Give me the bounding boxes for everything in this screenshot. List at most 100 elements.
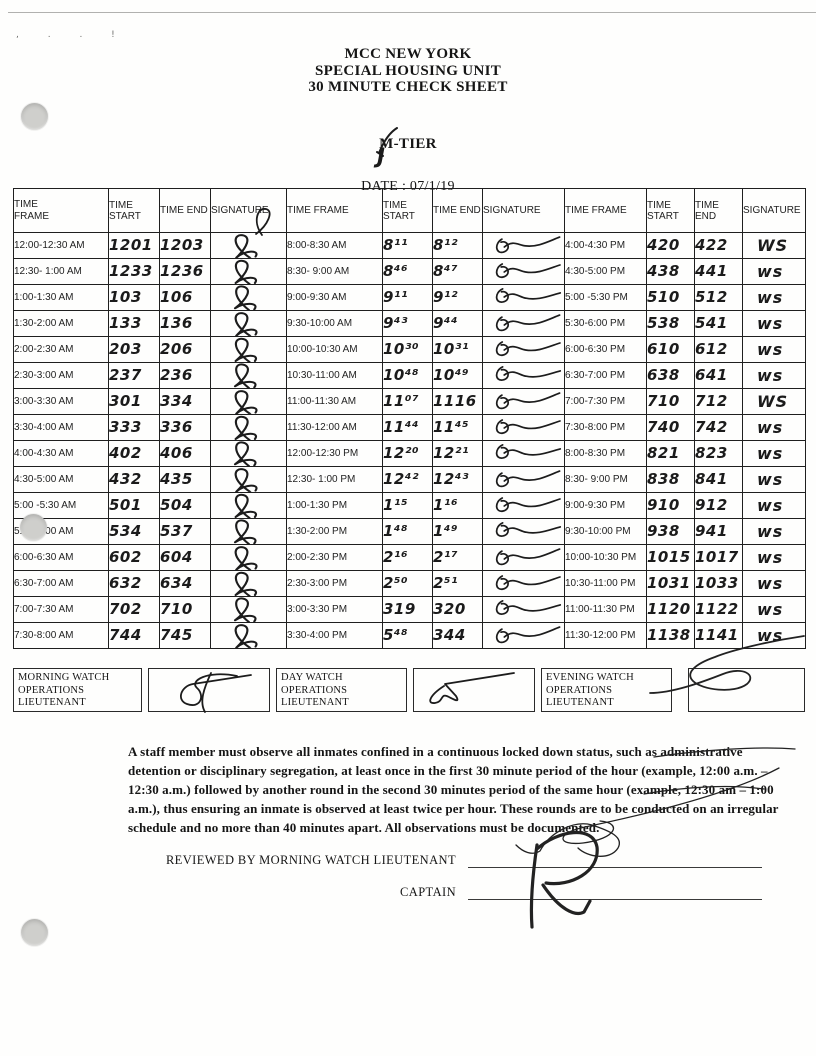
notice-paragraph: A staff member must observe all inmates … xyxy=(128,744,779,835)
time-end-value: 612 xyxy=(695,340,728,358)
time-frame-label: 3:30-4:00 AM xyxy=(14,422,74,433)
time-frame-label: 9:30-10:00 PM xyxy=(565,526,631,537)
hole-punch-bottom xyxy=(21,919,48,946)
evening-watch-label-box: EVENING WATCH OPERATIONS LIEUTENANT xyxy=(541,668,672,712)
table-row: 6:30-7:00 AM 632 634 2:30-3:00 PM 2⁵⁰ 2⁵¹ 10:3… xyxy=(13,570,806,597)
time-start-value: 1233 xyxy=(109,262,153,280)
table-row: 5:00 -5:30 AM 501 504 1:00-1:30 PM 1¹⁵ 1¹⁶ 9:0… xyxy=(13,492,806,519)
time-end-value: 1116 xyxy=(433,392,477,410)
time-start-value: 538 xyxy=(647,314,680,332)
time-frame-label: 12:30- 1:00 PM xyxy=(287,474,356,485)
col-header-time-end: TIME END xyxy=(695,199,719,222)
day-watch-signature-box xyxy=(413,668,535,712)
doc-title-line1: MCC NEW YORK xyxy=(344,46,472,62)
time-start-value: 610 xyxy=(647,340,680,358)
table-row: 12:30- 1:00 AM 1233 1236 8:30- 9:00 AM 8⁴⁶ 8⁴… xyxy=(13,258,806,285)
col-header-signature: SIGNATURE xyxy=(483,205,541,216)
time-end-value: 1017 xyxy=(695,548,739,566)
time-start-value: 5⁴⁸ xyxy=(383,626,409,644)
time-end-value: 320 xyxy=(433,600,466,618)
time-start-value: 12⁴² xyxy=(383,470,420,488)
morning-watch-label: MORNING WATCH OPERATIONS LIEUTENANT xyxy=(18,672,110,708)
check-sheet-table: TIME FRAME TIME START TIME END SIGNATURE… xyxy=(13,188,806,649)
time-start-value: 402 xyxy=(109,444,142,462)
time-frame-label: 5:00 -5:30 AM xyxy=(14,500,77,511)
handwritten-tier-correction: J xyxy=(377,143,385,168)
signature-scribble xyxy=(233,519,257,546)
time-frame-label: 7:30-8:00 AM xyxy=(14,630,74,641)
time-start-value: 9¹¹ xyxy=(383,288,409,306)
time-end-value: 1033 xyxy=(695,574,739,592)
time-end-value: 541 xyxy=(695,314,728,332)
time-end-value: 422 xyxy=(695,236,728,254)
signature-scribble xyxy=(495,392,561,410)
time-end-value: 512 xyxy=(695,288,728,306)
signature-scribble xyxy=(255,208,271,236)
signature-scribble xyxy=(495,263,561,279)
signature-scribble xyxy=(495,522,562,537)
time-start-value: 910 xyxy=(647,496,680,514)
time-frame-label: 1:00-1:30 PM xyxy=(287,500,348,511)
time-start-value: 1015 xyxy=(647,548,691,566)
signature-scribble xyxy=(233,363,257,390)
time-end-value: 12⁴³ xyxy=(433,470,470,488)
time-start-value: 103 xyxy=(109,288,142,306)
signature-scribble xyxy=(429,672,515,704)
time-start-value: 1⁴⁸ xyxy=(383,522,409,540)
time-frame-label: 2:00-2:30 AM xyxy=(14,344,74,355)
col-header-time-frame: TIME FRAME xyxy=(565,205,627,216)
time-start-value: 237 xyxy=(109,366,142,384)
signature-scribble xyxy=(234,468,258,493)
time-end-value: 742 xyxy=(695,418,728,436)
signature-scribble xyxy=(234,312,258,337)
evening-watch-label: EVENING WATCH OPERATIONS LIEUTENANT xyxy=(546,672,634,708)
time-start-value: 1120 xyxy=(647,600,691,618)
time-start-value: 133 xyxy=(109,314,142,332)
time-start-value: 1¹⁵ xyxy=(383,496,409,514)
time-end-value: 106 xyxy=(160,288,193,306)
time-end-value: 1203 xyxy=(160,236,204,254)
time-end-value: 11⁴⁵ xyxy=(433,418,470,436)
time-end-value: 745 xyxy=(160,626,193,644)
time-frame-label: 9:00-9:30 AM xyxy=(287,292,347,303)
time-frame-label: 6:30-7:00 AM xyxy=(14,578,74,589)
scan-edge-line xyxy=(8,12,816,13)
table-row: 4:30-5:00 AM 432 435 12:30- 1:00 PM 12⁴² 12⁴³… xyxy=(13,466,806,493)
time-frame-label: 3:00-3:30 AM xyxy=(14,396,74,407)
signature-initials: ws xyxy=(757,625,784,645)
time-frame-label: 2:00-2:30 PM xyxy=(287,552,348,563)
time-frame-label: 11:30-12:00 AM xyxy=(287,422,357,433)
time-end-value: 336 xyxy=(160,418,193,436)
time-start-value: 10⁴⁸ xyxy=(383,366,420,384)
signature-line xyxy=(468,851,762,868)
time-start-value: 938 xyxy=(647,522,680,540)
time-start-value: 420 xyxy=(647,236,680,254)
time-start-value: 740 xyxy=(647,418,680,436)
doc-title-line3: 30 MINUTE CHECK SHEET xyxy=(308,79,508,95)
time-start-value: 710 xyxy=(647,392,680,410)
time-start-value: 203 xyxy=(109,340,142,358)
table-row: 1:00-1:30 AM 103 106 9:00-9:30 AM 9¹¹ 9¹² 5:00… xyxy=(13,284,806,312)
hole-punch-top xyxy=(21,103,48,130)
time-frame-label: 4:30-5:00 PM xyxy=(565,266,626,277)
signature-scribble xyxy=(234,624,258,649)
time-start-value: 602 xyxy=(109,548,142,566)
time-frame-label: 2:30-3:00 PM xyxy=(287,578,348,589)
time-end-value: 236 xyxy=(160,366,193,384)
time-end-value: 537 xyxy=(160,522,193,540)
time-end-value: 1236 xyxy=(160,262,204,280)
signature-initials: ws xyxy=(757,469,784,489)
time-frame-label: 7:00-7:30 AM xyxy=(14,604,74,615)
time-frame-label: 7:00-7:30 PM xyxy=(565,396,626,407)
signature-scribble xyxy=(233,441,257,468)
signature-initials: ws xyxy=(757,313,784,333)
table-row: 2:00-2:30 AM 203 206 10:00-10:30 AM 10³⁰ 10³¹… xyxy=(13,336,806,363)
time-start-value: 632 xyxy=(109,574,142,592)
reviewed-by-line: REVIEWED BY MORNING WATCH LIEUTENANT xyxy=(0,850,762,868)
time-frame-label: 7:30-8:00 PM xyxy=(565,422,626,433)
captain-label: CAPTAIN xyxy=(400,885,456,899)
time-start-value: 1138 xyxy=(647,626,691,644)
time-frame-label: 12:30- 1:00 AM xyxy=(14,266,82,277)
signature-scribble xyxy=(495,600,562,615)
